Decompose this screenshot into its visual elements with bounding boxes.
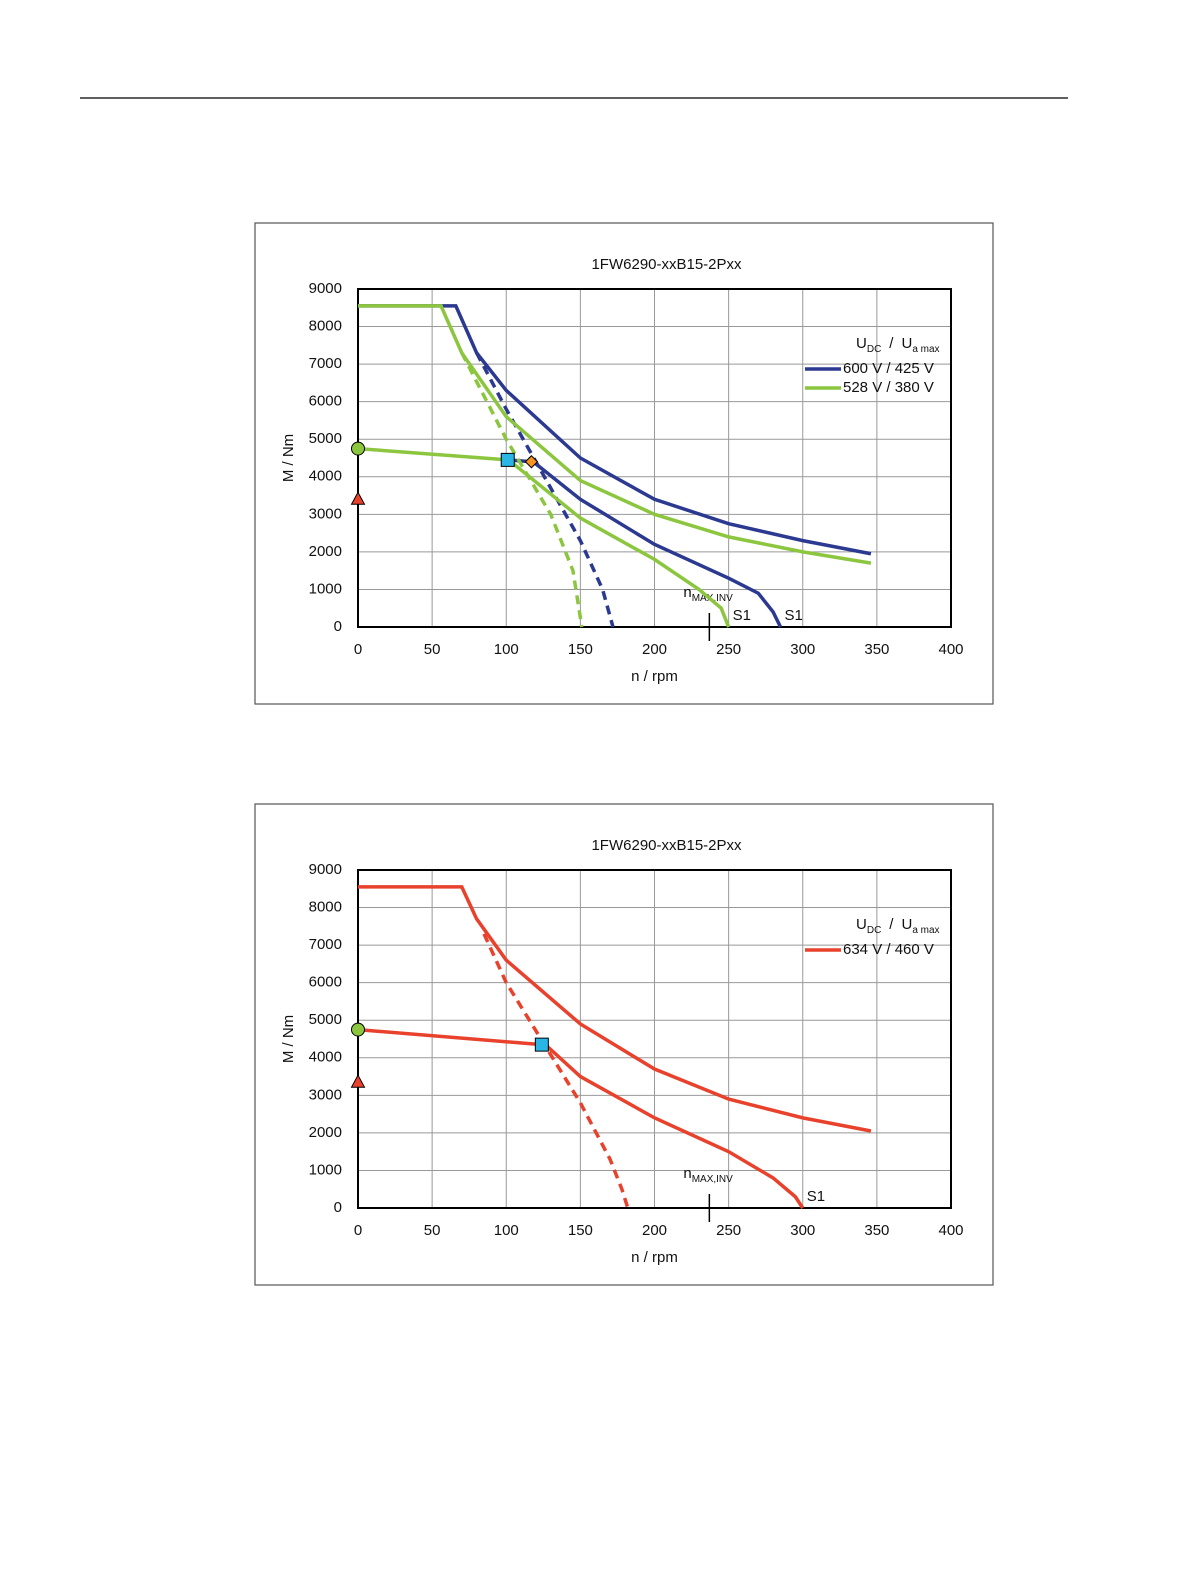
y-tick-label: 6000 <box>309 974 342 991</box>
legend-title-part: / <box>889 916 894 933</box>
series-line <box>482 933 630 1209</box>
y-tick-label: 6000 <box>309 393 342 410</box>
x-tick-label: 50 <box>424 641 441 658</box>
series-line <box>358 304 872 565</box>
y-tick-label: 4000 <box>309 468 342 485</box>
series-line <box>527 456 783 628</box>
y-tick-label: 4000 <box>309 1049 342 1066</box>
legend-title-part: U <box>856 335 867 352</box>
chart-title: 1FW6290-xxB15-2Pxx <box>591 837 742 854</box>
limit-label: nMAX,INV <box>683 584 733 604</box>
x-tick-label: 150 <box>568 1222 593 1239</box>
x-tick-label: 400 <box>938 641 963 658</box>
series-line <box>358 304 872 556</box>
y-tick-label: 8000 <box>309 318 342 335</box>
legend-title-part: a max <box>912 925 939 936</box>
x-tick-label: 400 <box>938 1222 963 1239</box>
series-line <box>460 352 584 628</box>
legend-label: 600 V / 425 V <box>843 360 934 377</box>
y-tick-label: 0 <box>334 618 342 635</box>
y-tick-label: 3000 <box>309 1086 342 1103</box>
legend-title-part: U <box>901 916 912 933</box>
curve-label: S1 <box>733 607 751 624</box>
series-line <box>505 456 731 628</box>
marker <box>350 1074 366 1088</box>
limit-symbol: n <box>683 584 691 601</box>
x-tick-label: 300 <box>790 641 815 658</box>
x-tick-label: 200 <box>642 1222 667 1239</box>
limit-symbol: n <box>683 1165 691 1182</box>
series-line <box>357 1027 542 1047</box>
x-tick-label: 350 <box>864 1222 889 1239</box>
x-tick-label: 0 <box>354 641 362 658</box>
y-tick-label: 9000 <box>309 280 342 297</box>
marker <box>351 441 365 456</box>
legend-title: UDC / Ua max <box>856 916 940 936</box>
y-tick-label: 8000 <box>309 899 342 916</box>
x-tick-label: 250 <box>716 1222 741 1239</box>
chart-frame <box>254 222 994 705</box>
x-axis-label: n / rpm <box>631 1249 678 1266</box>
y-tick-label: 7000 <box>309 936 342 953</box>
series-line <box>357 446 508 462</box>
x-tick-label: 350 <box>864 641 889 658</box>
legend-title: UDC / Ua max <box>856 335 940 355</box>
marker <box>524 455 539 469</box>
chart-title: 1FW6290-xxB15-2Pxx <box>591 256 742 273</box>
marker <box>351 1022 365 1037</box>
y-axis-label: M / Nm <box>280 434 297 482</box>
x-tick-label: 50 <box>424 1222 441 1239</box>
y-tick-label: 1000 <box>309 1161 342 1178</box>
y-tick-label: 0 <box>334 1199 342 1216</box>
limit-subscript: MAX,INV <box>692 593 733 604</box>
x-tick-label: 250 <box>716 641 741 658</box>
marker <box>350 491 366 505</box>
legend-label: 528 V / 380 V <box>843 379 934 396</box>
chart-frame <box>254 803 994 1286</box>
curve-label: S1 <box>785 607 803 624</box>
x-axis-label: n / rpm <box>631 668 678 685</box>
y-tick-label: 5000 <box>309 1011 342 1028</box>
x-tick-label: 200 <box>642 641 667 658</box>
x-tick-label: 0 <box>354 1222 362 1239</box>
y-tick-label: 9000 <box>309 861 342 878</box>
y-tick-label: 5000 <box>309 430 342 447</box>
marker <box>534 1037 549 1052</box>
legend-title-part: a max <box>912 344 939 355</box>
y-tick-label: 2000 <box>309 543 342 560</box>
plot-frame <box>357 869 952 1209</box>
y-tick-label: 3000 <box>309 505 342 522</box>
series-line <box>358 885 872 1133</box>
y-tick-label: 7000 <box>309 355 342 372</box>
x-tick-label: 100 <box>494 641 519 658</box>
curve-label: S1 <box>807 1188 825 1205</box>
x-tick-label: 100 <box>494 1222 519 1239</box>
x-tick-label: 300 <box>790 1222 815 1239</box>
limit-subscript: MAX,INV <box>692 1174 733 1185</box>
legend-label: 634 V / 460 V <box>843 941 934 958</box>
y-tick-label: 1000 <box>309 580 342 597</box>
x-tick-label: 150 <box>568 641 593 658</box>
y-tick-label: 2000 <box>309 1124 342 1141</box>
legend-title-part: DC <box>867 925 881 936</box>
plot-frame <box>357 288 952 628</box>
legend-title-part: / <box>889 335 894 352</box>
legend-title-part: U <box>901 335 912 352</box>
y-axis-label: M / Nm <box>280 1015 297 1063</box>
legend-title-part: DC <box>867 344 881 355</box>
marker <box>500 452 515 467</box>
series-line <box>542 1041 805 1209</box>
legend-title-part: U <box>856 916 867 933</box>
limit-label: nMAX,INV <box>683 1165 733 1185</box>
